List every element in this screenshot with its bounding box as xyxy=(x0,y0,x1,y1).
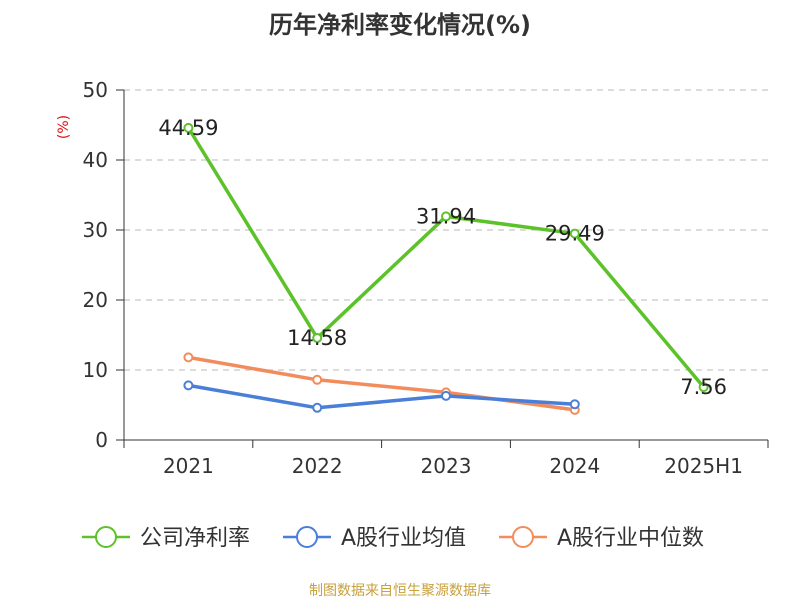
x-tick-label: 2021 xyxy=(163,454,214,478)
x-tick-label: 2025H1 xyxy=(664,454,743,478)
x-tick-label: 2023 xyxy=(421,454,472,478)
source-note: 制图数据来自恒生聚源数据库 xyxy=(309,583,491,599)
legend-item-2[interactable]: A股行业中位数 xyxy=(499,526,704,551)
chart-title: 历年净利率变化情况(%) xyxy=(269,11,531,39)
grid-lines xyxy=(124,89,768,371)
x-tick-label: 2022 xyxy=(292,454,343,478)
series-line-1 xyxy=(188,383,575,410)
y-tick-label: 20 xyxy=(83,288,108,312)
data-label: 29.49 xyxy=(545,222,605,246)
data-label: 31.94 xyxy=(416,204,476,228)
legend-circle-icon xyxy=(95,526,117,548)
series-lines xyxy=(183,122,709,415)
legend-circle-icon xyxy=(296,526,318,548)
data-point[interactable] xyxy=(312,402,323,413)
y-axis-label: (%) xyxy=(56,115,72,139)
y-tick-label: 10 xyxy=(83,358,108,382)
data-point[interactable] xyxy=(569,228,580,239)
data-labels: 44.59 14.58 31.94 29.49 7.56 xyxy=(158,116,727,399)
data-label: 44.59 xyxy=(158,116,218,140)
legend-circle-icon xyxy=(512,526,534,548)
data-point[interactable] xyxy=(441,211,451,222)
legend-label: A股行业中位数 xyxy=(557,526,704,551)
series-line-0 xyxy=(186,126,705,389)
data-label: 7.56 xyxy=(680,375,727,399)
y-tick-label: 50 xyxy=(83,78,108,102)
legend-item-0[interactable]: 公司净利率 xyxy=(82,526,250,551)
legend-label: 公司净利率 xyxy=(140,526,250,551)
data-point[interactable] xyxy=(183,380,194,391)
data-point[interactable] xyxy=(183,122,194,133)
legend[interactable]: 公司净利率 A股行业均值 A股行业中位数 xyxy=(82,526,704,551)
y-tick-label: 40 xyxy=(83,148,108,172)
data-point[interactable] xyxy=(441,390,451,401)
data-point[interactable] xyxy=(698,382,709,393)
data-point[interactable] xyxy=(312,374,323,385)
data-point[interactable] xyxy=(312,332,323,343)
data-label: 14.58 xyxy=(287,326,347,350)
legend-item-1[interactable]: A股行业均值 xyxy=(283,526,466,551)
axes: 0 10 20 30 40 50 2021 2022 2023 2024 2025H1 xyxy=(83,78,769,478)
legend-label: A股行业均值 xyxy=(341,526,466,551)
y-tick-label: 30 xyxy=(83,218,108,242)
data-point[interactable] xyxy=(183,352,194,363)
y-tick-label: 0 xyxy=(95,428,108,452)
x-tick-label: 2024 xyxy=(549,454,600,478)
data-point[interactable] xyxy=(569,399,580,410)
